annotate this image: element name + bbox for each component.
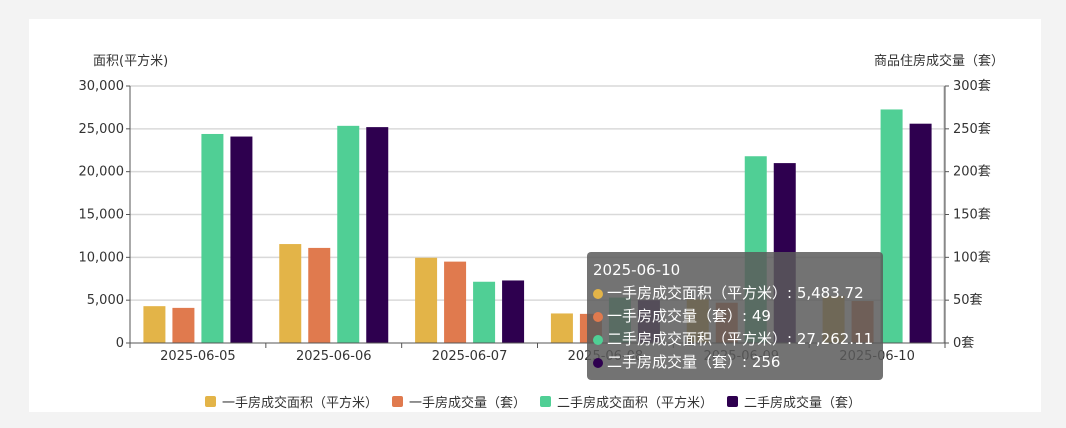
- legend-label: 二手房成交量（套）: [744, 395, 862, 411]
- bar-3: [201, 133, 224, 343]
- bar-2: [172, 307, 195, 343]
- tooltip-row: 二手房成交面积（平方米）: 27,262.11: [593, 328, 877, 351]
- y-right-tick-label: 150套: [953, 207, 991, 223]
- y-left-tick-label: 25,000: [79, 122, 125, 137]
- tooltip-dot-icon: [593, 288, 603, 299]
- x-tick-label: 2025-06-05: [160, 349, 236, 364]
- tooltip-row-text: 二手房成交量（套）: 256: [607, 353, 781, 371]
- y-left-tick-label: 10,000: [79, 250, 125, 265]
- bar-1: [550, 313, 573, 343]
- y-left-tick-label: 5,000: [87, 293, 124, 308]
- y-left-tick-label: 0: [116, 336, 124, 351]
- legend-swatch: [204, 395, 216, 407]
- tooltip-row: 一手房成交面积（平方米）: 5,483.72: [593, 282, 877, 305]
- legend-item-new-count[interactable]: 一手房成交量（套）: [391, 392, 526, 411]
- y-right-tick-label: 200套: [953, 164, 991, 180]
- bar-2: [444, 261, 467, 343]
- y-left-tick-label: 30,000: [79, 79, 125, 94]
- tooltip-row-text: 二手房成交面积（平方米）: 27,262.11: [607, 330, 874, 348]
- x-tick-label: 2025-06-07: [432, 349, 508, 364]
- y-right-tick-label: 100套: [953, 249, 991, 265]
- chart-legend: 一手房成交面积（平方米） 一手房成交量（套） 二手房成交面积（平方米） 二手房成…: [0, 391, 1066, 411]
- tooltip-title: 2025-06-10: [593, 261, 681, 279]
- tooltip-row: 一手房成交量（套）: 49: [593, 305, 877, 328]
- y-right-tick-label: 50套: [953, 292, 983, 308]
- legend-label: 一手房成交面积（平方米）: [221, 395, 378, 411]
- legend-item-resale-count[interactable]: 二手房成交量（套）: [727, 392, 861, 411]
- chart-card: 0 5,000 10,000 15,000 20,000 25,000 30,000 0套 50…: [29, 19, 1041, 412]
- legend-swatch: [540, 395, 551, 407]
- tooltip-dot-icon: [593, 311, 603, 322]
- legend-swatch: [727, 395, 739, 407]
- tooltip-row-text: 一手房成交面积（平方米）: 5,483.72: [607, 284, 864, 302]
- x-tick-label: 2025-06-06: [296, 349, 372, 364]
- tooltip-row: 二手房成交量（套）: 256: [593, 351, 877, 374]
- y-left-tick-label: 15,000: [79, 208, 125, 223]
- y-right-axis-name: 商品住房成交量（套）: [874, 53, 1004, 69]
- bar-1: [143, 306, 166, 343]
- bar-4: [230, 136, 253, 343]
- bar-4: [909, 123, 932, 344]
- y-right-tick-label: 300套: [953, 78, 991, 94]
- tooltip-row-text: 一手房成交量（套）: 49: [607, 307, 771, 325]
- legend-swatch: [391, 395, 403, 407]
- y-left-axis-name: 面积(平方米): [93, 53, 168, 69]
- tooltip-dot-icon: [593, 357, 603, 368]
- chart-tooltip: 2025-06-10 一手房成交面积（平方米）: 5,483.72 一手房成交量…: [587, 252, 883, 380]
- y-left-tick-label: 20,000: [79, 165, 125, 180]
- legend-label: 二手房成交面积（平方米）: [557, 395, 714, 411]
- bar-1: [279, 244, 302, 343]
- bar-chart: 0 5,000 10,000 15,000 20,000 25,000 30,000 0套 50…: [79, 53, 1005, 364]
- bar-3: [337, 125, 360, 344]
- y-right-tick-label: 0套: [953, 335, 974, 351]
- bar-1: [415, 257, 438, 343]
- bar-3: [880, 109, 903, 343]
- bar-3: [473, 281, 496, 343]
- legend-item-resale-area[interactable]: 二手房成交面积（平方米）: [540, 392, 713, 411]
- bar-4: [502, 280, 525, 343]
- tooltip-dot-icon: [593, 334, 603, 345]
- bar-4: [366, 127, 389, 344]
- y-right-tick-label: 250套: [953, 121, 991, 137]
- bar-2: [308, 247, 331, 343]
- legend-item-new-area[interactable]: 一手房成交面积（平方米）: [204, 392, 378, 411]
- legend-label: 一手房成交量（套）: [408, 395, 526, 411]
